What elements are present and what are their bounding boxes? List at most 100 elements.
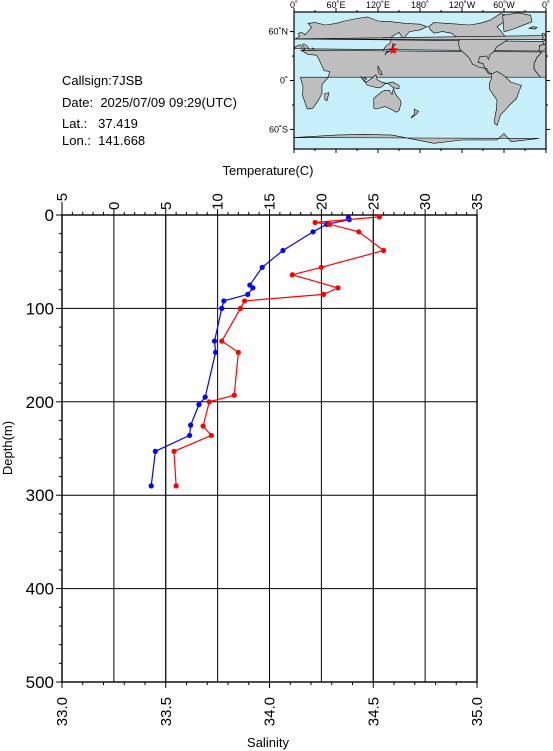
temperature-tick-label: 5 [158, 202, 175, 210]
map-lat-label: 0˚ [280, 76, 288, 86]
land-europe-asia-wrap [538, 39, 546, 52]
land-greenland [502, 12, 533, 32]
salinity-data-point [335, 285, 341, 291]
salinity-data-point [289, 272, 295, 278]
salinity-data-point [200, 423, 206, 429]
land-iceland-wrap [528, 26, 538, 30]
temperature-data-point [148, 483, 154, 489]
depth-tick-label: 0 [45, 206, 54, 225]
temperature-tick-label: 0 [106, 202, 123, 210]
temperature-data-point [259, 264, 265, 270]
salinity-data-point [376, 214, 383, 220]
salinity-data-point [381, 247, 387, 254]
salinity-data-point [237, 305, 244, 311]
temperature-tick-label: 35 [469, 193, 486, 210]
temperature-tick-label: 30 [417, 193, 434, 210]
land-philippines [377, 65, 383, 76]
land-south-america [489, 71, 522, 126]
map-lon-label: 180˚ [411, 0, 429, 10]
temperature-data-point [212, 349, 219, 355]
salinity-tick-label: 34.0 [262, 697, 279, 726]
land-africa-wrap [533, 51, 546, 78]
land-north-america [427, 13, 508, 75]
temperature-tick-label: 25 [365, 193, 382, 210]
lon-label: Lon.: [62, 133, 91, 148]
lat-value: 37.419 [98, 116, 138, 131]
depth-tick-label: 100 [26, 299, 54, 318]
salinity-data-point [231, 392, 237, 398]
map-lat-label: 60˚S [269, 124, 288, 134]
salinity-data-point [171, 448, 177, 454]
temperature-tick-label: 20 [313, 193, 330, 210]
depth-tick-label: 500 [26, 673, 54, 692]
salinity-data-point [318, 264, 324, 270]
salinity-data-point [235, 349, 241, 355]
temperature-data-point [187, 432, 193, 439]
temperature-data-point [211, 338, 218, 344]
map-lon-label: 60˚E [326, 0, 345, 10]
salinity-data-point [206, 399, 212, 405]
map-lon-label: 120˚E [366, 0, 390, 10]
temperature-axis-label: Temperature(C) [222, 163, 313, 178]
depth-tick-labels: 0 100 200 300 400 500 [26, 206, 54, 692]
date-value: 2025/07/09 09:29(UTC) [100, 95, 237, 110]
land-uk-wrap [541, 32, 546, 41]
series-layer [148, 214, 387, 489]
temperature-tick-label: 15 [262, 193, 279, 210]
callsign-label: Callsign: [62, 73, 112, 88]
depth-axis-label: Depth(m) [0, 421, 15, 475]
land-antarctica [294, 133, 540, 149]
lon-value: 141.668 [98, 133, 146, 148]
salinity-axis-label: Salinity [247, 735, 289, 750]
map-lon-labels: 0˚ 60˚E 120˚E 180˚ 120˚W 60˚W 0˚ [290, 0, 550, 10]
salinity-tick-label: 34.5 [365, 697, 382, 726]
date-line: Date: 2025/07/09 09:29(UTC) [62, 95, 237, 110]
land-new-zealand [410, 108, 420, 119]
station-star-icon [388, 45, 398, 54]
salinity-data-point [312, 219, 318, 226]
lon-line: Lon.: 141.668 [62, 133, 145, 148]
salinity-data-point [242, 298, 248, 304]
land-indonesia [360, 74, 400, 90]
temperature-tick-label: −5 [54, 193, 71, 210]
map-lat-label: 60˚N [268, 27, 288, 37]
station-marker [388, 45, 398, 54]
map-lat-labels: 60˚N 0˚ 60˚S [268, 27, 288, 135]
depth-tick-label: 400 [26, 580, 54, 599]
land-madagascar [324, 92, 330, 102]
salinity-data-point [219, 338, 225, 344]
salinity-tick-label: 35.0 [469, 697, 486, 726]
lat-label: Lat.: [62, 116, 88, 131]
temperature-data-point [196, 402, 202, 408]
salinity-data-point [173, 483, 179, 489]
salinity-data-point [320, 291, 327, 297]
temperature-data-point [280, 247, 286, 254]
salinity-data-point [208, 432, 214, 439]
map-frame [293, 11, 547, 150]
plot-frame [61, 214, 478, 683]
profile-chart: −5 0 5 10 15 20 25 30 35 33.0 33.5 34.0 34.5 35.0 01… [0, 163, 486, 750]
depth-tick-label: 200 [26, 393, 54, 412]
map-lon-label: 0˚ [542, 0, 550, 10]
temperature-data-point [221, 298, 227, 304]
callsign-line: Callsign:7JSB [62, 73, 143, 88]
temperature-data-point [250, 285, 256, 291]
salinity-tick-labels: 33.0 33.5 34.0 34.5 35.0 [54, 697, 486, 726]
temperature-data-point [310, 229, 316, 235]
temperature-tick-labels: −5 0 5 10 15 20 25 30 35 [54, 193, 486, 210]
land-australia [373, 87, 402, 113]
map-lon-label: 0˚ [290, 0, 298, 10]
temperature-data-point [152, 448, 158, 454]
lat-line: Lat.: 37.419 [62, 116, 138, 131]
salinity-tick-label: 33.5 [158, 697, 175, 726]
map-lon-label: 60˚W [493, 0, 515, 10]
salinity-data-point [356, 229, 362, 235]
temperature-data-point [245, 291, 251, 297]
date-label: Date: [62, 95, 94, 110]
temperature-data-point [202, 394, 208, 400]
temperature-data-point [219, 305, 225, 311]
temperature-data-point [188, 422, 194, 428]
depth-tick-label: 300 [26, 486, 54, 505]
salinity-tick-label: 33.0 [54, 697, 71, 726]
